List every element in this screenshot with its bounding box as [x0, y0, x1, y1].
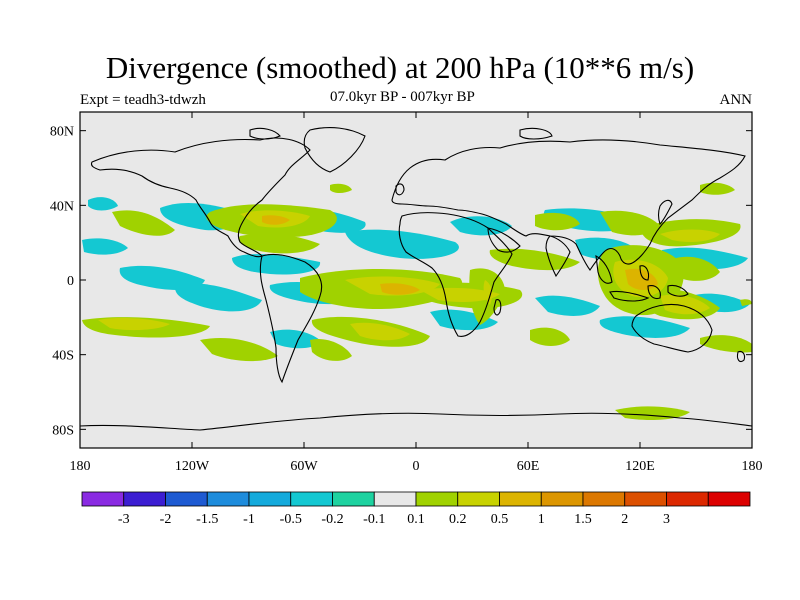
colorbar-swatch — [707, 491, 751, 507]
colorbar-swatch — [415, 491, 459, 507]
colorbar-swatch — [582, 491, 626, 507]
colorbar-swatch — [540, 491, 584, 507]
colorbar-label: 1.5 — [574, 512, 592, 527]
colorbar-swatch — [373, 491, 417, 507]
lon-label: 0 — [413, 459, 420, 474]
colorbar-label: 0.2 — [449, 512, 467, 527]
colorbar-swatch — [123, 491, 166, 507]
colorbar-swatch — [624, 491, 667, 507]
colorbar-swatch — [332, 491, 375, 507]
colorbar-label: 0.5 — [491, 512, 509, 527]
colorbar-label: -0.1 — [363, 512, 385, 527]
lon-label: 180 — [742, 459, 763, 474]
lon-label: 120E — [625, 459, 655, 474]
lat-label: 40S — [52, 349, 74, 364]
lon-label: 120W — [175, 459, 210, 474]
colorbar-label: -1 — [243, 512, 255, 527]
colorbar-swatch — [290, 491, 333, 507]
strong-divergence-cores — [262, 215, 658, 295]
experiment-label: Expt = teadh3-tdwzh — [80, 92, 206, 108]
colorbar-label: -3 — [118, 512, 130, 527]
period-label: 07.0kyr BP - 007kyr BP — [330, 89, 475, 105]
colorbar-label: 3 — [663, 512, 670, 527]
lat-label: 80S — [52, 423, 74, 438]
lon-label: 60E — [517, 459, 540, 474]
coastlines — [80, 127, 752, 431]
lon-label: 180 — [70, 459, 91, 474]
divergence-field — [82, 182, 752, 420]
colorbar-swatch — [206, 491, 250, 507]
map-axes: 80N 40N 0 40S 80S 180 120W 60W 0 60E 120E 180 — [50, 112, 763, 474]
colorbar-swatch — [165, 491, 208, 507]
colorbar-swatch — [499, 491, 542, 507]
colorbar-label: 2 — [621, 512, 628, 527]
lat-label: 40N — [50, 199, 74, 214]
colorbar-label: -0.5 — [280, 512, 302, 527]
chart-title: Divergence (smoothed) at 200 hPa (10**6 … — [105, 50, 695, 85]
colorbar-swatch — [666, 491, 709, 507]
colorbar-swatch — [248, 491, 292, 507]
colorbar-label: -1.5 — [196, 512, 218, 527]
colorbar-label: 0.1 — [407, 512, 425, 527]
colorbar-swatch — [457, 491, 500, 507]
colorbar: -3 -2 -1.5 -1 -0.5 -0.2 -0.1 0.1 0.2 0.5 1 1.5 2 3 — [81, 491, 751, 527]
lon-label: 60W — [290, 459, 318, 474]
lat-label: 80N — [50, 125, 74, 140]
lat-label: 0 — [67, 274, 74, 289]
colorbar-swatch — [81, 491, 125, 507]
season-label: ANN — [719, 92, 753, 108]
colorbar-label: -0.2 — [321, 512, 343, 527]
colorbar-label: 1 — [538, 512, 545, 527]
colorbar-label: -2 — [160, 512, 172, 527]
